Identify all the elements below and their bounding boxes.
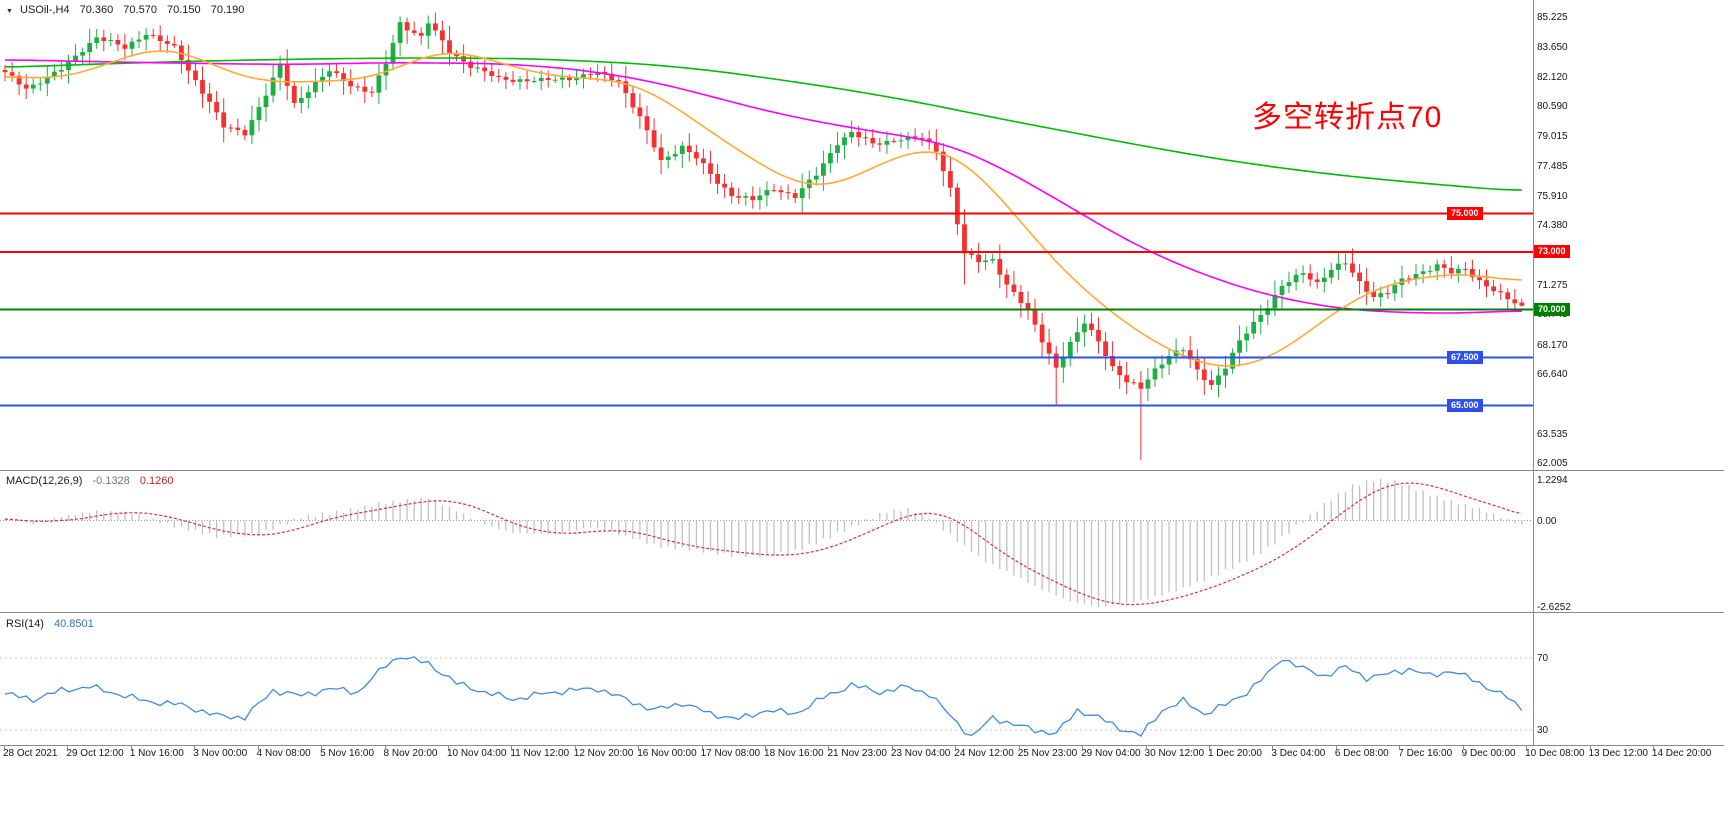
price-line-badge: 73.000 <box>1534 245 1570 259</box>
price-line-badge: 67.500 <box>1447 350 1483 364</box>
time-axis-tick <box>828 746 830 750</box>
rsi-indicator-label: RSI(14) 40.8501 <box>6 618 101 630</box>
price-tick-label: 71.275 <box>1537 279 1568 291</box>
annotation-text[interactable]: 多空转折点70 <box>1252 101 1443 134</box>
time-axis-tick <box>765 746 767 750</box>
price-line-badge: 65.000 <box>1447 398 1483 412</box>
macd-tick-label: 1.2294 <box>1537 474 1568 486</box>
time-axis-tick <box>1272 746 1274 750</box>
time-axis-tick <box>638 746 640 750</box>
time-axis-tick <box>67 746 69 750</box>
rsi-name: RSI(14) <box>6 618 44 630</box>
time-axis-tick <box>1018 746 1020 750</box>
time-axis-tick <box>321 746 323 750</box>
price-tick-label: 85.225 <box>1537 12 1568 23</box>
time-axis-label: 23 Nov 04:00 <box>890 748 951 759</box>
time-axis-label: 11 Nov 12:00 <box>510 748 570 759</box>
time-axis-label: 3 Nov 00:00 <box>193 748 248 759</box>
time-axis-tick <box>130 746 132 750</box>
price-line-badge: 70.000 <box>1534 302 1570 316</box>
time-axis-tick <box>257 746 259 750</box>
price-tick-label: 74.380 <box>1537 220 1568 232</box>
price-tick-label: 77.485 <box>1537 160 1568 172</box>
time-axis-label: 10 Nov 04:00 <box>446 748 507 759</box>
symbol-dropdown-icon[interactable]: ▼ <box>6 8 13 15</box>
time-axis-tick <box>1208 746 1210 750</box>
time-axis-tick <box>891 746 893 750</box>
macd-signal-value: 0.1260 <box>139 475 174 487</box>
price-tick-label: 82.120 <box>1537 71 1568 83</box>
time-axis-label: 28 Oct 2021 <box>3 748 58 759</box>
time-axis-label: 1 Dec 20:00 <box>1207 748 1262 759</box>
ohlc-open: 70.360 <box>79 4 114 16</box>
time-axis-label: 8 Nov 20:00 <box>383 748 438 759</box>
price-tick-label: 63.535 <box>1537 428 1568 440</box>
rsi-tick-label: 70 <box>1537 653 1549 664</box>
time-axis-label: 29 Nov 04:00 <box>1081 748 1141 759</box>
time-axis-label: 1 Nov 16:00 <box>129 748 184 759</box>
macd-tick-label: -2.6252 <box>1537 602 1571 614</box>
macd-main-value: -0.1328 <box>92 475 130 487</box>
time-axis-tick <box>1082 746 1084 750</box>
time-axis-tick <box>1589 746 1591 750</box>
time-axis-label: 24 Nov 12:00 <box>954 748 1014 759</box>
rsi-value: 40.8501 <box>53 618 94 630</box>
macd-indicator-label: MACD(12,26,9) -0.1328 0.1260 <box>6 475 181 487</box>
time-axis-tick <box>955 746 957 750</box>
macd-name: MACD(12,26,9) <box>6 475 83 487</box>
time-axis-tick <box>1399 746 1401 750</box>
price-tick-label: 66.640 <box>1537 368 1568 380</box>
time-axis-label: 16 Nov 00:00 <box>637 748 697 759</box>
time-axis-tick <box>447 746 449 750</box>
time-axis-label: 4 Nov 08:00 <box>256 748 311 759</box>
time-axis-label: 13 Dec 12:00 <box>1588 748 1649 759</box>
price-line-badge: 75.000 <box>1447 206 1483 220</box>
time-axis-tick <box>194 746 196 750</box>
price-tick-label: 83.650 <box>1537 42 1568 54</box>
time-axis-label: 17 Nov 08:00 <box>700 748 761 759</box>
time-axis-tick <box>511 746 513 750</box>
price-tick-label: 80.590 <box>1537 101 1568 113</box>
ohlc-low: 70.150 <box>167 4 201 16</box>
time-axis-label: 29 Oct 12:00 <box>66 748 124 759</box>
price-tick-label: 79.015 <box>1537 131 1568 143</box>
panel-divider-time-axis[interactable] <box>0 745 1724 746</box>
time-axis-label: 9 Dec 00:00 <box>1461 748 1516 759</box>
time-axis-tick <box>1526 746 1528 750</box>
time-axis-label: 30 Nov 12:00 <box>1144 748 1205 759</box>
symbol-period-label: USOil-,H4 <box>20 4 70 16</box>
time-axis-tick <box>1652 746 1654 750</box>
panel-divider-main-macd[interactable] <box>0 470 1724 471</box>
time-axis-label: 6 Dec 08:00 <box>1334 748 1389 759</box>
time-axis-label: 3 Dec 04:00 <box>1271 748 1326 759</box>
time-axis-tick <box>1335 746 1337 750</box>
macd-tick-label: 0.00 <box>1537 515 1557 527</box>
price-tick-label: 68.170 <box>1537 339 1568 351</box>
time-axis-label: 7 Dec 16:00 <box>1398 748 1453 759</box>
time-axis-tick <box>384 746 386 750</box>
time-axis-tick <box>1145 746 1147 750</box>
price-tick-label: 62.005 <box>1537 457 1568 469</box>
rsi-tick-label: 30 <box>1537 725 1549 736</box>
ohlc-high: 70.570 <box>123 4 157 16</box>
chart-title-bar: ▼ USOil-,H4 70.360 70.570 70.150 70.190 <box>6 4 244 16</box>
price-tick-label: 75.910 <box>1537 190 1568 202</box>
price-scale-divider <box>1533 0 1534 746</box>
time-axis-tick <box>4 746 5 750</box>
time-axis-tick <box>1462 746 1464 750</box>
time-axis-label: 12 Nov 20:00 <box>573 748 634 759</box>
time-axis-label: 5 Nov 16:00 <box>320 748 375 759</box>
panel-divider-macd-rsi[interactable] <box>0 612 1724 613</box>
time-axis-label: 25 Nov 23:00 <box>1017 748 1078 759</box>
time-axis-label: 18 Nov 16:00 <box>764 748 824 759</box>
ohlc-close: 70.190 <box>210 4 245 16</box>
time-axis-tick <box>574 746 576 750</box>
time-axis-label: 10 Dec 08:00 <box>1525 748 1585 759</box>
time-axis-label: 21 Nov 23:00 <box>827 748 887 759</box>
time-axis-label: 14 Dec 20:00 <box>1651 748 1712 759</box>
time-axis-tick <box>701 746 703 750</box>
